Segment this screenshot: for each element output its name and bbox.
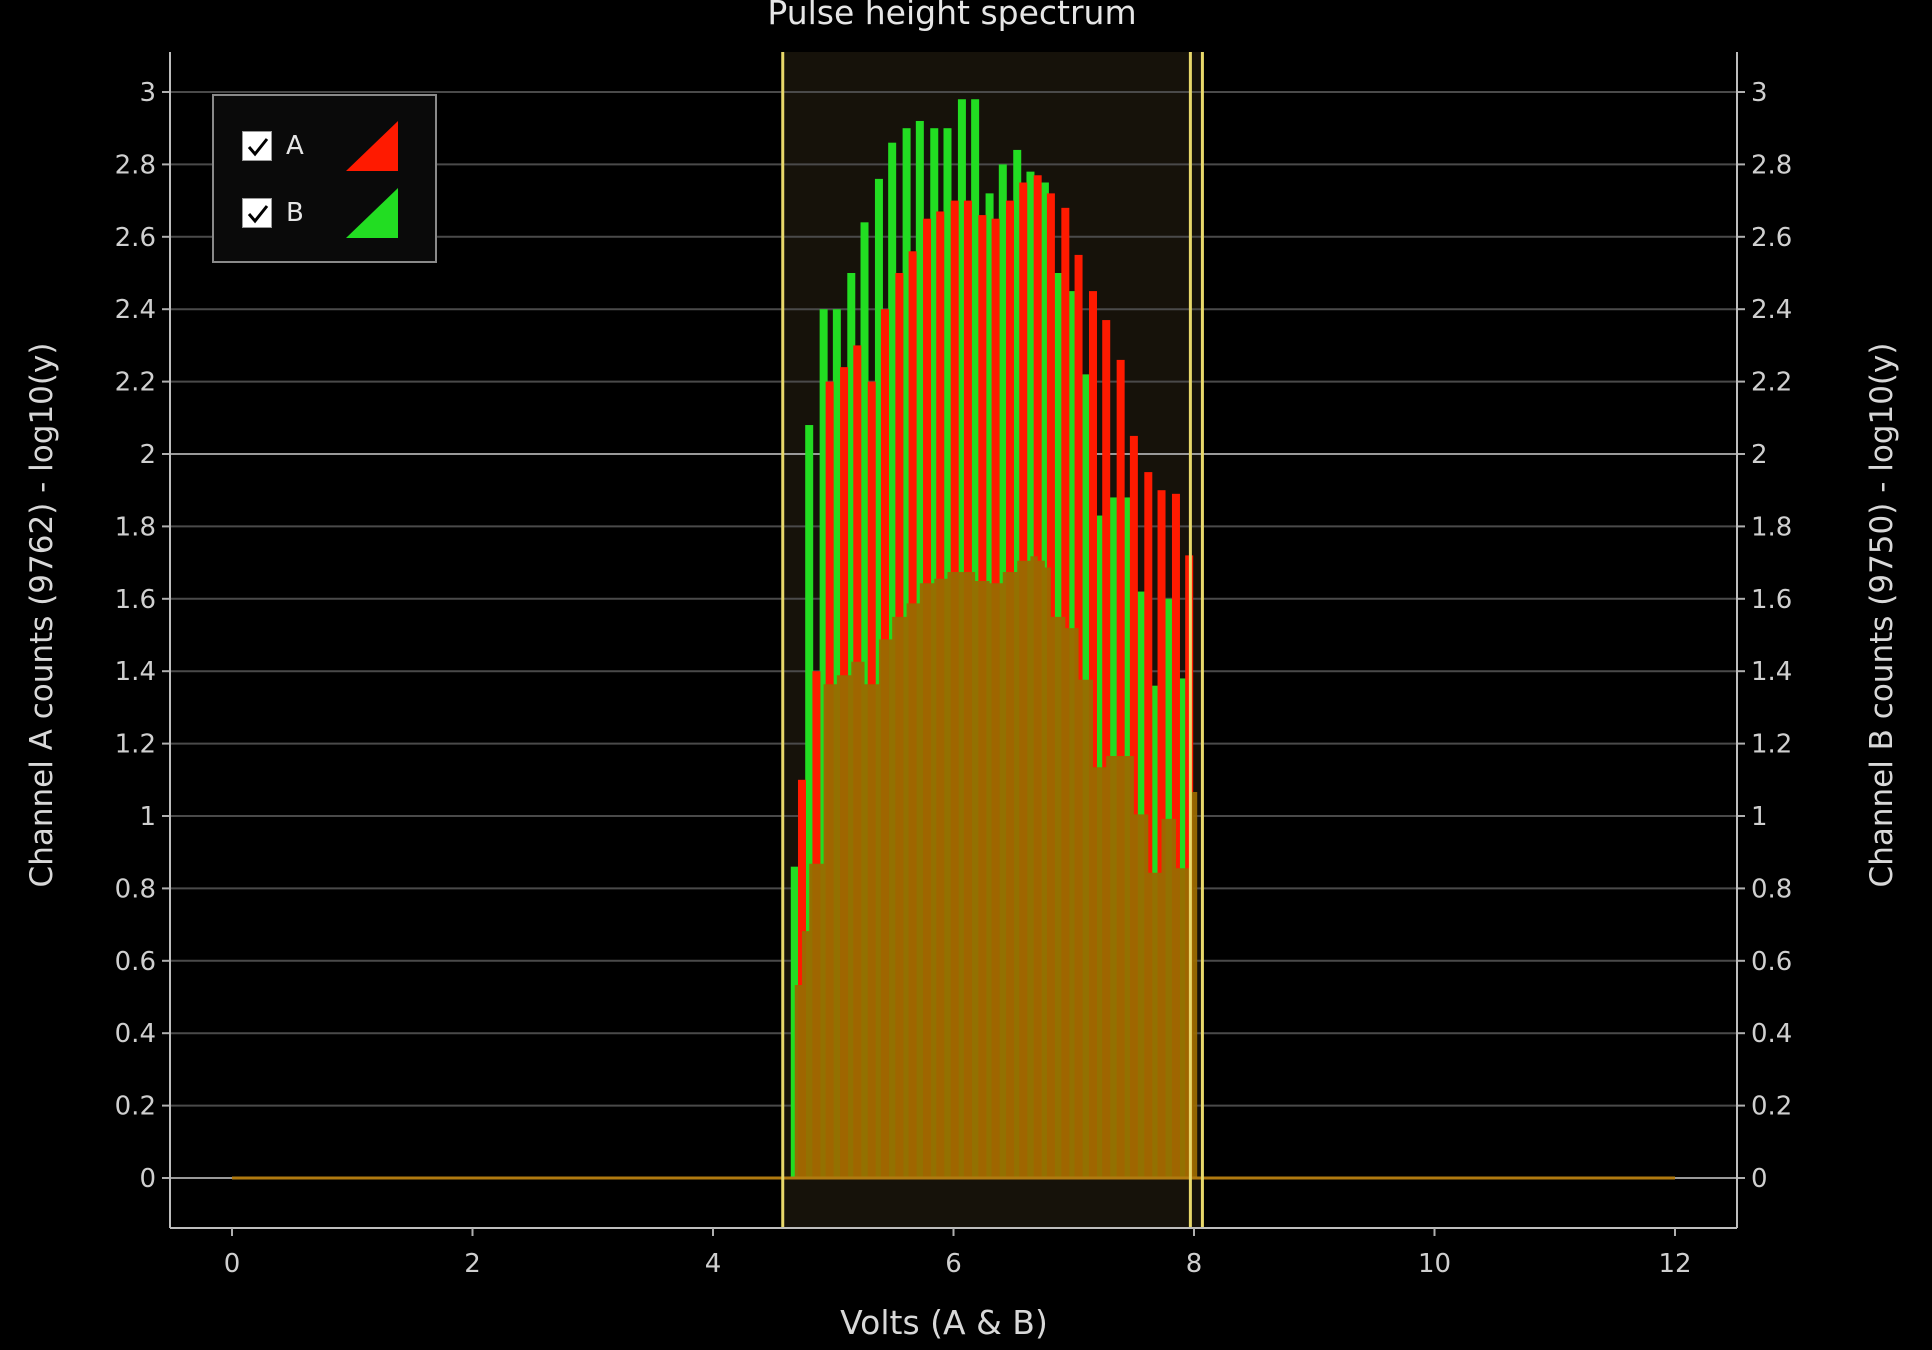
legend-label-b: B (286, 198, 304, 228)
y-tick-label-left: 0.8 (115, 874, 156, 904)
checkbox-a[interactable] (242, 131, 272, 161)
x-tick-label: 2 (464, 1249, 481, 1279)
legend-item-a[interactable]: A (242, 121, 398, 171)
y-tick-label-right: 0 (1751, 1164, 1768, 1194)
y-tick-label-left: 1 (139, 802, 156, 832)
y-tick-label-left: 0.6 (115, 947, 156, 977)
x-tick-label: 6 (945, 1249, 962, 1279)
x-tick-label: 8 (1186, 1249, 1203, 1279)
y-tick-label-left: 2.4 (115, 295, 156, 325)
legend: A B (212, 94, 437, 263)
checkbox-b[interactable] (242, 198, 272, 228)
y-tick-label-left: 2.6 (115, 223, 156, 253)
chart-title: Pulse height spectrum (767, 0, 1136, 32)
overlap-fill (794, 556, 1198, 1178)
y-axis-label-left: Channel A counts (9762) - log10(y) (24, 343, 60, 888)
y-tick-label-left: 1.6 (115, 585, 156, 615)
y-tick-label-right: 2 (1751, 440, 1768, 470)
y-tick-label-right: 2.4 (1751, 295, 1792, 325)
y-tick-label-right: 3 (1751, 78, 1768, 108)
y-tick-label-left: 2.2 (115, 368, 156, 398)
series-a-swatch-icon (346, 121, 398, 171)
y-tick-label-right: 1.6 (1751, 585, 1792, 615)
y-tick-label-right: 1.4 (1751, 657, 1792, 687)
y-tick-label-left: 1.2 (115, 730, 156, 760)
y-tick-label-left: 0.4 (115, 1019, 156, 1049)
y-tick-label-left: 0 (139, 1164, 156, 1194)
y-tick-label-right: 2.6 (1751, 223, 1792, 253)
legend-item-b[interactable]: B (242, 188, 398, 238)
y-tick-label-right: 1.2 (1751, 730, 1792, 760)
legend-label-a: A (286, 131, 304, 161)
y-axis-label-right: Channel B counts (9750) - log10(y) (1864, 343, 1900, 888)
x-tick-label: 0 (224, 1249, 241, 1279)
y-tick-label-left: 3 (139, 78, 156, 108)
x-tick-label: 4 (705, 1249, 722, 1279)
y-tick-label-right: 0.4 (1751, 1019, 1792, 1049)
check-icon (247, 205, 269, 224)
bar-b (805, 425, 814, 1178)
series-b-swatch-icon (346, 188, 398, 238)
check-icon (247, 138, 269, 157)
y-tick-label-right: 1.8 (1751, 512, 1792, 542)
bar-a (1102, 320, 1111, 1178)
y-tick-label-left: 0.2 (115, 1092, 156, 1122)
y-tick-label-right: 0.2 (1751, 1092, 1792, 1122)
y-tick-label-left: 2 (139, 440, 156, 470)
y-tick-label-right: 0.6 (1751, 947, 1792, 977)
y-tick-label-left: 1.8 (115, 512, 156, 542)
y-tick-label-left: 2.8 (115, 150, 156, 180)
x-axis-label: Volts (A & B) (840, 1303, 1048, 1342)
x-tick-label: 12 (1658, 1249, 1691, 1279)
y-tick-label-right: 2.8 (1751, 150, 1792, 180)
y-tick-label-left: 1.4 (115, 657, 156, 687)
y-tick-label-right: 1 (1751, 802, 1768, 832)
x-tick-label: 10 (1418, 1249, 1451, 1279)
y-tick-label-right: 0.8 (1751, 874, 1792, 904)
y-tick-label-right: 2.2 (1751, 368, 1792, 398)
